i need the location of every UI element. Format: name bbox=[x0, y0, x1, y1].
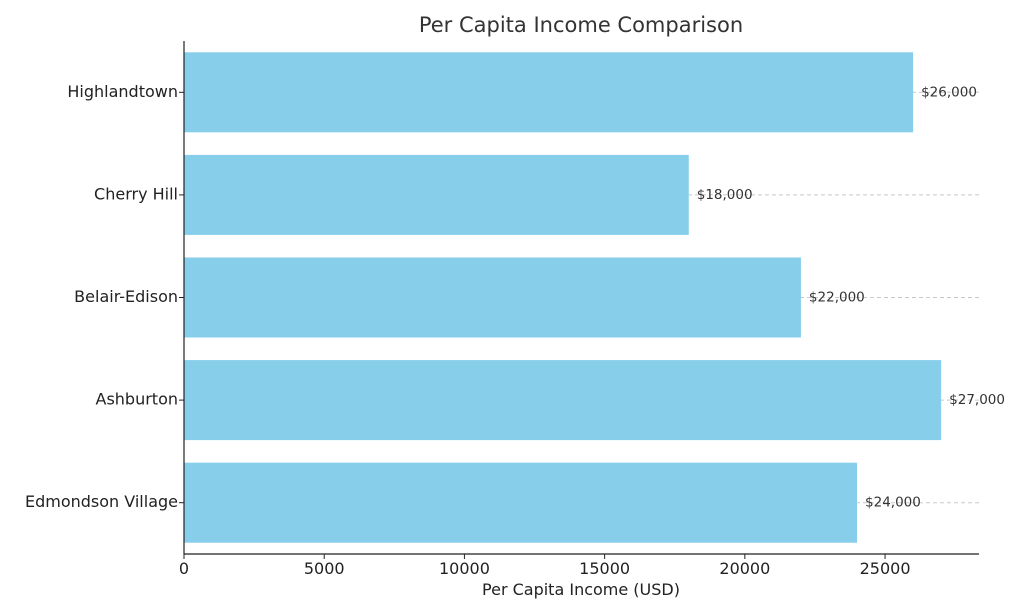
data-label: $18,000 bbox=[697, 187, 753, 203]
y-tick-label: Belair-Edison bbox=[74, 287, 178, 306]
y-tick-label: Highlandtown bbox=[67, 82, 178, 101]
bars bbox=[184, 52, 942, 543]
bar bbox=[184, 257, 801, 338]
x-tick-label: 0 bbox=[179, 559, 189, 578]
data-labels: $26,000 $18,000 $22,000 $27,000 $24,000 bbox=[697, 84, 1005, 510]
data-label: $27,000 bbox=[949, 392, 1005, 408]
bar bbox=[184, 462, 858, 543]
y-axis-categories: Highlandtown Cherry Hill Belair-Edison Ashb… bbox=[25, 82, 184, 511]
chart-title: Per Capita Income Comparison bbox=[419, 13, 743, 37]
x-tick-label: 5000 bbox=[304, 559, 345, 578]
bar bbox=[184, 360, 942, 441]
x-axis-label: Per Capita Income (USD) bbox=[482, 580, 680, 599]
data-label: $24,000 bbox=[865, 495, 921, 511]
x-tick-label: 20000 bbox=[719, 559, 770, 578]
y-tick-label: Edmondson Village bbox=[25, 492, 178, 511]
data-label: $26,000 bbox=[921, 84, 977, 100]
bar bbox=[184, 52, 914, 133]
x-tick-label: 15000 bbox=[579, 559, 630, 578]
bar bbox=[184, 154, 689, 235]
data-label: $22,000 bbox=[809, 290, 865, 306]
x-axis-ticks: 0 5000 10000 15000 20000 25000 bbox=[179, 554, 911, 578]
y-tick-label: Ashburton bbox=[96, 390, 179, 409]
x-tick-label: 25000 bbox=[860, 559, 911, 578]
y-tick-label: Cherry Hill bbox=[94, 184, 178, 203]
x-tick-label: 10000 bbox=[439, 559, 490, 578]
